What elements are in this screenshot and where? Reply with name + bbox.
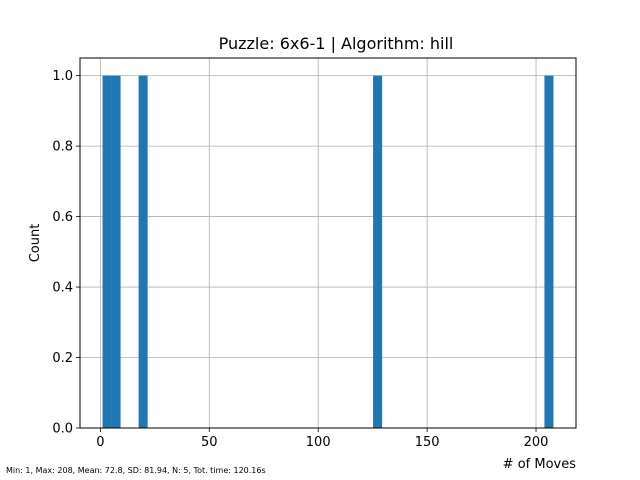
x-axis-label: # of Moves — [503, 457, 577, 472]
stats-summary: Min: 1, Max: 208, Mean: 72.8, SD: 81.94,… — [6, 466, 266, 475]
x-tick-label: 50 — [201, 435, 218, 450]
y-tick-label: 0.4 — [52, 281, 73, 296]
y-tick-label: 1.0 — [52, 69, 73, 84]
x-tick-label: 0 — [96, 435, 104, 450]
histogram-bar — [138, 75, 148, 428]
x-tick-label: 200 — [524, 435, 549, 450]
y-tick-label: 0.0 — [52, 422, 73, 437]
x-ticks: 0 50 100 150 200 — [96, 428, 548, 450]
y-tick-label: 0.8 — [52, 140, 73, 155]
grid-lines — [80, 58, 576, 429]
plot-frame — [79, 57, 577, 429]
y-axis-label: Count — [28, 224, 43, 263]
chart-title: Puzzle: 6x6-1 | Algorithm: hill — [219, 34, 454, 53]
y-tick-label: 0.2 — [52, 351, 73, 366]
y-tick-label: 0.6 — [52, 210, 73, 225]
histogram-bar — [102, 75, 112, 428]
x-tick-label: 150 — [415, 435, 440, 450]
bars — [102, 75, 554, 428]
histogram-bar — [544, 75, 554, 428]
histogram-bar — [111, 75, 121, 428]
y-ticks: 0.0 0.2 0.4 0.6 0.8 1.0 — [52, 69, 80, 437]
histogram-bar — [373, 75, 383, 428]
x-tick-label: 100 — [306, 435, 331, 450]
